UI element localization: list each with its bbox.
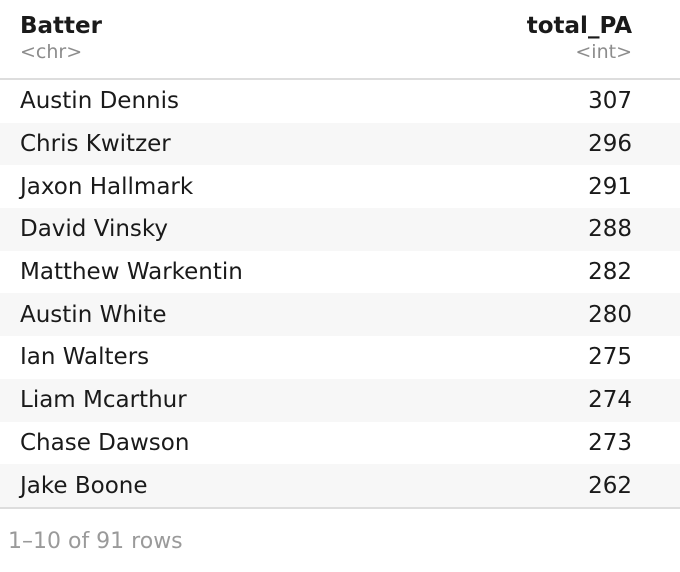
table-body: Austin Dennis 307 Chris Kwitzer 296 Jaxo… (0, 79, 680, 509)
column-name-total-pa: total_PA (526, 13, 632, 39)
cell-total-pa: 296 (588, 131, 632, 158)
column-header-batter[interactable]: Batter <chr> (0, 0, 417, 80)
cell-batter: David Vinsky (20, 216, 169, 243)
table-row: Chase Dawson 273 (0, 422, 680, 465)
table-row: Chris Kwitzer 296 (0, 122, 680, 166)
cell-total-pa: 291 (588, 173, 632, 200)
data-table-container: Batter <chr> total_PA <int> Austin Denni… (0, 0, 680, 509)
table-header: Batter <chr> total_PA <int> (0, 0, 680, 80)
cell-total-pa: 262 (416, 464, 680, 509)
table-row: Matthew Warkentin 282 (0, 251, 680, 294)
data-table: Batter <chr> total_PA <int> Austin Denni… (0, 0, 680, 509)
cell-total-pa: 288 (588, 216, 632, 243)
cell-total-pa: 274 (588, 387, 632, 414)
cell-batter: Austin Dennis (20, 88, 179, 115)
cell-batter: Ian Walters (20, 344, 150, 371)
cell-batter: Jake Boone (0, 464, 417, 509)
cell-total-pa: 282 (588, 259, 632, 286)
cell-total-pa: 280 (588, 301, 632, 328)
header-row: Batter <chr> total_PA <int> (0, 0, 680, 80)
column-type-total-pa: <int> (575, 41, 632, 63)
cell-batter: Liam Mcarthur (20, 387, 187, 414)
table-row: David Vinsky 288 (0, 208, 680, 251)
table-row: Jaxon Hallmark 291 (0, 165, 680, 208)
table-row: Jake Boone 262 (0, 464, 680, 509)
table-row: Austin Dennis 307 (0, 79, 680, 123)
column-name-batter: Batter (20, 13, 102, 39)
column-type-batter: <chr> (20, 41, 83, 63)
cell-total-pa: 273 (588, 429, 632, 456)
cell-total-pa: 307 (588, 88, 632, 115)
cell-batter: Chris Kwitzer (20, 131, 171, 158)
pagination-summary: 1–10 of 91 rows (8, 529, 183, 554)
column-header-total-pa[interactable]: total_PA <int> (416, 0, 680, 80)
cell-total-pa: 275 (588, 344, 632, 371)
table-row: Liam Mcarthur 274 (0, 378, 680, 422)
cell-batter: Chase Dawson (20, 429, 190, 456)
cell-batter: Matthew Warkentin (20, 259, 243, 286)
cell-batter: Austin White (20, 301, 167, 328)
table-row: Ian Walters 275 (0, 336, 680, 379)
cell-batter: Jaxon Hallmark (20, 173, 194, 200)
table-row: Austin White 280 (0, 293, 680, 337)
